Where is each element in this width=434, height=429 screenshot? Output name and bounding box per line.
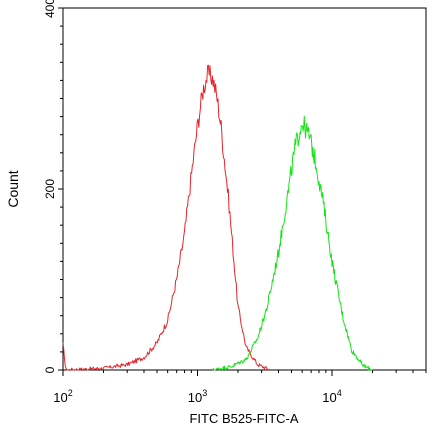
x-axis: 102 103 104 [53,370,427,405]
x-tick-base: 10 [322,390,336,405]
x-tick-exponent: 4 [337,388,342,398]
y-tick-label: 400 [43,0,57,18]
x-axis-label: FITC B525-FITC-A [189,411,298,426]
y-tick-label: 0 [43,366,57,373]
x-tick-base: 10 [53,390,67,405]
y-axis-label: Count [5,170,21,207]
histogram-series-1 [62,64,271,371]
y-axis: 0 200 400 [43,0,63,373]
y-tick-label: 200 [43,179,57,199]
x-tick-exponent: 3 [202,388,207,398]
series-layer [62,64,373,371]
plot-frame [62,7,427,371]
histogram-series-2 [212,115,373,371]
x-tick-label: 104 [322,388,341,405]
x-tick-label: 102 [53,388,72,405]
x-tick-label: 103 [188,388,207,405]
x-tick-base: 10 [188,390,202,405]
x-tick-exponent: 2 [68,388,73,398]
